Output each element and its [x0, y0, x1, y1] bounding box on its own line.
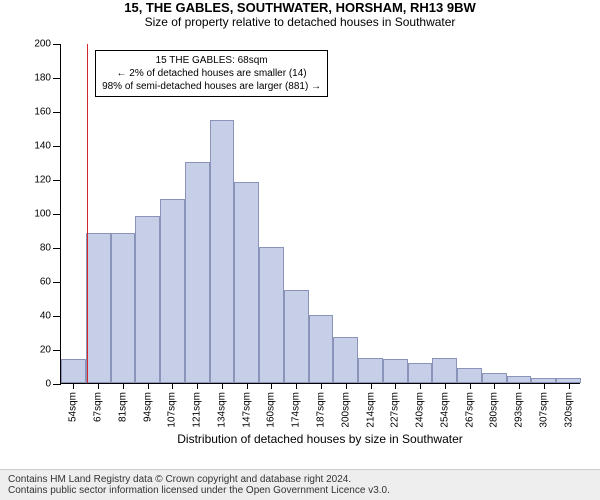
y-tick [53, 44, 61, 45]
y-tick-label: 40 [40, 311, 51, 322]
x-tick [494, 383, 495, 389]
x-tick [123, 383, 124, 389]
page-subtitle: Size of property relative to detached ho… [0, 15, 600, 29]
y-tick [53, 146, 61, 147]
y-tick-label: 100 [34, 209, 51, 220]
footer-line-1: Contains HM Land Registry data © Crown c… [8, 474, 592, 485]
x-tick [445, 383, 446, 389]
bar [210, 120, 235, 384]
x-tick [172, 383, 173, 389]
x-tick-label: 227sqm [390, 392, 401, 428]
x-tick [296, 383, 297, 389]
bar [259, 247, 284, 383]
y-tick [53, 350, 61, 351]
bar [160, 199, 185, 383]
x-tick-label: 267sqm [464, 392, 475, 428]
x-tick-label: 67sqm [93, 392, 104, 422]
y-tick-label: 20 [40, 345, 51, 356]
x-tick [197, 383, 198, 389]
x-tick [247, 383, 248, 389]
bar [284, 290, 309, 384]
bar [86, 233, 111, 383]
bar [358, 358, 383, 384]
x-tick [148, 383, 149, 389]
y-tick-label: 0 [45, 379, 51, 390]
x-tick-label: 54sqm [68, 392, 79, 422]
bar [408, 363, 433, 383]
x-tick [395, 383, 396, 389]
x-tick [371, 383, 372, 389]
x-tick [321, 383, 322, 389]
x-axis-label: Distribution of detached houses by size … [60, 432, 580, 446]
page-title: 15, THE GABLES, SOUTHWATER, HORSHAM, RH1… [0, 0, 600, 15]
x-tick [222, 383, 223, 389]
annotation-box: 15 THE GABLES: 68sqm ← 2% of detached ho… [95, 50, 328, 97]
y-tick [53, 282, 61, 283]
footer-line-2: Contains public sector information licen… [8, 485, 592, 496]
y-tick [53, 384, 61, 385]
bar [432, 358, 457, 384]
x-tick [271, 383, 272, 389]
x-tick [569, 383, 570, 389]
bar [185, 162, 210, 383]
x-tick-label: 107sqm [167, 392, 178, 428]
x-tick-label: 240sqm [415, 392, 426, 428]
x-tick [470, 383, 471, 389]
y-tick-label: 60 [40, 277, 51, 288]
x-tick-label: 214sqm [365, 392, 376, 428]
annotation-line-1: 15 THE GABLES: 68sqm [102, 54, 321, 67]
y-tick [53, 248, 61, 249]
annotation-line-2: ← 2% of detached houses are smaller (14) [102, 67, 321, 80]
y-tick-label: 160 [34, 107, 51, 118]
x-tick-label: 174sqm [291, 392, 302, 428]
y-tick-label: 80 [40, 243, 51, 254]
chart-area: 15 THE GABLES: 68sqm ← 2% of detached ho… [60, 44, 580, 414]
y-tick-label: 180 [34, 73, 51, 84]
bar [457, 368, 482, 383]
y-tick-label: 120 [34, 175, 51, 186]
x-tick-label: 293sqm [514, 392, 525, 428]
x-tick-label: 81sqm [117, 392, 128, 422]
x-tick-label: 200sqm [340, 392, 351, 428]
x-tick-label: 280sqm [489, 392, 500, 428]
y-tick-label: 140 [34, 141, 51, 152]
x-tick [98, 383, 99, 389]
bar [234, 182, 259, 383]
x-tick [346, 383, 347, 389]
bar [333, 337, 358, 383]
x-tick [519, 383, 520, 389]
bar [61, 359, 86, 383]
x-tick-label: 134sqm [216, 392, 227, 428]
x-tick-label: 160sqm [266, 392, 277, 428]
x-tick-label: 254sqm [439, 392, 450, 428]
bar [383, 359, 408, 383]
y-tick-label: 200 [34, 39, 51, 50]
bar [507, 376, 532, 383]
x-tick [544, 383, 545, 389]
plot-region: 15 THE GABLES: 68sqm ← 2% of detached ho… [60, 44, 580, 384]
x-tick [420, 383, 421, 389]
bar [135, 216, 160, 383]
marker-line [87, 44, 88, 383]
x-tick-label: 121sqm [192, 392, 203, 428]
y-tick [53, 112, 61, 113]
x-tick-label: 320sqm [563, 392, 574, 428]
bar [111, 233, 136, 383]
x-tick [73, 383, 74, 389]
footer: Contains HM Land Registry data © Crown c… [0, 469, 600, 500]
annotation-line-3: 98% of semi-detached houses are larger (… [102, 80, 321, 93]
x-tick-label: 307sqm [538, 392, 549, 428]
y-tick [53, 78, 61, 79]
x-tick-label: 187sqm [316, 392, 327, 428]
x-tick-label: 147sqm [241, 392, 252, 428]
bar [309, 315, 334, 383]
bar [482, 373, 507, 383]
y-tick [53, 180, 61, 181]
y-tick [53, 214, 61, 215]
x-tick-label: 94sqm [142, 392, 153, 422]
y-tick [53, 316, 61, 317]
